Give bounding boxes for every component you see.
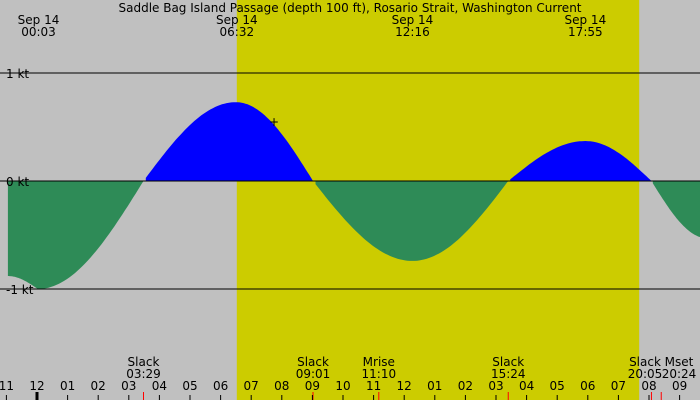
current-areas: [7, 102, 700, 289]
top-time-0: 00:03: [21, 25, 56, 39]
x-tick-label-4: 03: [121, 379, 136, 393]
x-tick-label-9: 08: [274, 379, 289, 393]
x-tick-label-15: 02: [458, 379, 473, 393]
top-date-2: Sep 14: [392, 13, 434, 27]
top-time-1: 06:32: [220, 25, 255, 39]
ebb-area-2: [315, 181, 509, 261]
event-name-1: Slack: [297, 355, 329, 369]
event-name-3: Slack: [492, 355, 524, 369]
x-tick-label-1: 12: [29, 379, 44, 393]
top-time-2: 12:16: [395, 25, 430, 39]
x-tick-label-11: 10: [335, 379, 350, 393]
x-tick-label-8: 07: [244, 379, 259, 393]
current-marker: +: [269, 115, 279, 129]
top-date-3: Sep 14: [565, 13, 607, 27]
x-tick-label-7: 06: [213, 379, 228, 393]
event-time-1: 09:01: [296, 367, 331, 381]
x-tick-label-6: 05: [182, 379, 197, 393]
x-tick-label-5: 04: [152, 379, 167, 393]
x-tick-label-13: 12: [397, 379, 412, 393]
event-time-0: 03:29: [126, 367, 161, 381]
x-tick-label-19: 06: [580, 379, 595, 393]
top-date-1: Sep 14: [216, 13, 258, 27]
y-tick-label-1: 0 kt: [6, 175, 29, 189]
event-time-5: 20:24: [662, 367, 697, 381]
x-tick-label-3: 02: [91, 379, 106, 393]
event-name-2: Mrise: [363, 355, 395, 369]
flood-area-3: [510, 141, 652, 181]
chart-title: Saddle Bag Island Passage (depth 100 ft)…: [118, 1, 581, 15]
event-name-4: Slack: [629, 355, 661, 369]
x-axis-ticks: 11 12 01 02 03 04 05 06 07 08 09 10 11 12 01 02 03 04 05 06…: [0, 379, 687, 400]
x-tick-label-18: 05: [550, 379, 565, 393]
x-tick-label-0: 11: [0, 379, 14, 393]
event-name-0: Slack: [128, 355, 160, 369]
x-tick-label-21: 08: [641, 379, 656, 393]
x-tick-label-22: 09: [672, 379, 687, 393]
flood-area-1: [145, 102, 313, 181]
x-tick-label-17: 04: [519, 379, 534, 393]
event-time-2: 11:10: [362, 367, 397, 381]
ebb-area-0: [7, 181, 144, 289]
event-name-5: Mset: [665, 355, 694, 369]
x-tick-label-16: 03: [488, 379, 503, 393]
x-tick-label-2: 01: [60, 379, 75, 393]
ebb-area-4: [652, 181, 700, 238]
y-tick-label-2: -1 kt: [6, 283, 34, 297]
x-tick-label-10: 09: [305, 379, 320, 393]
event-time-4: 20:05: [628, 367, 663, 381]
event-labels: Slack03:29Slack09:01Mrise11:10Slack15:24…: [126, 355, 696, 400]
x-tick-label-12: 11: [366, 379, 381, 393]
x-tick-label-20: 07: [611, 379, 626, 393]
event-time-3: 15:24: [491, 367, 526, 381]
top-date-0: Sep 14: [18, 13, 60, 27]
y-gridlines: 1 kt 0 kt -1 kt: [0, 67, 700, 297]
y-tick-label-0: 1 kt: [6, 67, 29, 81]
x-tick-label-14: 01: [427, 379, 442, 393]
top-time-3: 17:55: [568, 25, 603, 39]
